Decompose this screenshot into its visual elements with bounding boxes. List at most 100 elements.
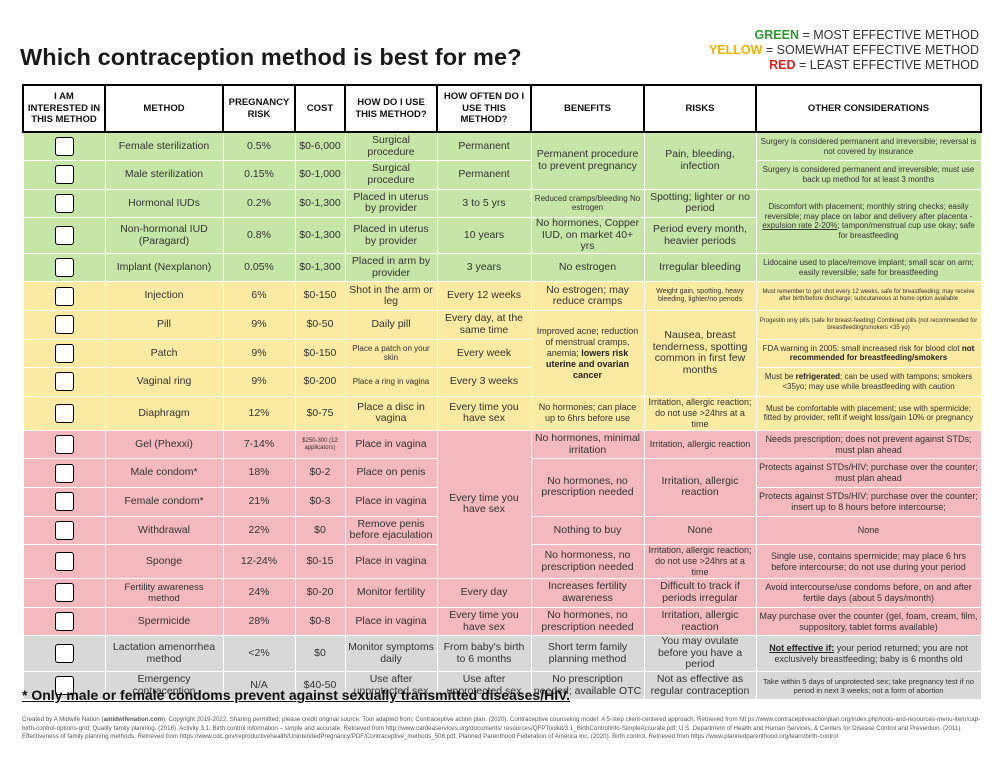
other-cell: Protects against STDs/HIV; purchase over… — [755, 458, 982, 488]
interest-checkbox-cell[interactable] — [22, 131, 106, 162]
interest-checkbox[interactable] — [54, 258, 74, 278]
interest-checkbox[interactable] — [54, 552, 74, 572]
interest-checkbox-cell[interactable] — [22, 458, 106, 488]
risks-cell: None — [643, 515, 757, 546]
header-method: Method — [104, 84, 224, 133]
interest-checkbox[interactable] — [54, 343, 74, 363]
interest-checkbox[interactable] — [54, 315, 74, 335]
other-cell: Must be comfortable with placement; use … — [755, 395, 982, 431]
interest-checkbox[interactable] — [54, 165, 74, 185]
interest-checkbox[interactable] — [54, 435, 74, 455]
interest-checkbox[interactable] — [54, 372, 74, 392]
expulsion-rate-link[interactable]: expulsion rate 2-20% — [762, 221, 838, 231]
interest-checkbox-cell[interactable] — [22, 395, 106, 431]
cost-cell: $0-1,300 — [294, 188, 346, 219]
legend-green: GREEN = MOST EFFECTIVE METHOD — [754, 28, 979, 42]
interest-checkbox[interactable] — [54, 520, 74, 540]
use-cell: Shot in the arm or leg — [344, 281, 438, 311]
other-cell: Protects against STDs/HIV; purchase over… — [755, 486, 982, 517]
interest-checkbox-cell[interactable] — [22, 486, 106, 517]
method-cell: Male sterilization — [104, 160, 224, 190]
risk-cell: 6% — [222, 281, 296, 311]
other-cell: Must be refrigerated; can be used with t… — [755, 367, 982, 397]
use-cell: Surgical procedure — [344, 131, 438, 162]
method-cell: Patch — [104, 338, 224, 369]
header-pregnancy-risk: Pregnancy risk — [222, 84, 296, 133]
other-cell: Take within 5 days of unprotected sex; t… — [755, 670, 982, 701]
cost-cell: $0-1,000 — [294, 160, 346, 190]
risk-cell: <2% — [222, 635, 296, 672]
interest-checkbox-cell[interactable] — [22, 338, 106, 369]
risk-cell: 12% — [222, 395, 296, 431]
risk-cell: 9% — [222, 309, 296, 340]
table-row: Sponge 12-24% $0-15 Place in vagina No h… — [22, 544, 982, 580]
header-how-often: How often do I use this method? — [436, 84, 532, 133]
often-cell: Every 12 weeks — [436, 281, 532, 311]
other-cell: Not effective if: your period returned; … — [755, 635, 982, 672]
header-other-considerations: Other considerations — [755, 84, 982, 133]
interest-checkbox-cell[interactable] — [22, 670, 106, 701]
interest-checkbox[interactable] — [54, 612, 74, 632]
cost-cell: $0-150 — [294, 281, 346, 311]
method-cell: Fertility awareness method — [104, 578, 224, 608]
often-cell: Every day, at the same time — [436, 309, 532, 340]
interest-checkbox[interactable] — [54, 137, 74, 157]
risk-cell: 28% — [222, 606, 296, 637]
benefits-cell: No hormones, no prescription needed — [530, 458, 645, 517]
other-cell: Single use, contains spermicide; may pla… — [755, 544, 982, 580]
method-cell: Emergency contraception — [104, 670, 224, 701]
benefits-cell: Nothing to buy — [530, 515, 645, 546]
benefits-cell: Increases fertility awareness — [530, 578, 645, 608]
table-row: Male condom* 18% $0-2 Place on penis No … — [22, 458, 982, 517]
risks-cell: Pain, bleeding, infection — [643, 131, 757, 190]
header-cost: Cost — [294, 84, 346, 133]
method-cell: Injection — [104, 281, 224, 311]
risks-cell: Irritation, allergic reaction — [643, 606, 757, 637]
interest-checkbox[interactable] — [54, 644, 74, 664]
interest-checkbox-cell[interactable] — [22, 188, 106, 219]
risk-cell: 0.15% — [222, 160, 296, 190]
interest-checkbox[interactable] — [54, 583, 74, 603]
method-cell: Pill — [104, 309, 224, 340]
interest-checkbox-cell[interactable] — [22, 309, 106, 340]
interest-checkbox-cell[interactable] — [22, 160, 106, 190]
table-row: Withdrawal 22% $0 Remove penis before ej… — [22, 515, 982, 546]
website-link[interactable]: amidwifenation.com — [103, 716, 163, 723]
benefits-cell: No hormones, no prescription needed — [530, 606, 645, 637]
interest-checkbox[interactable] — [54, 492, 74, 512]
interest-checkbox-cell[interactable] — [22, 606, 106, 637]
interest-checkbox-cell[interactable] — [22, 544, 106, 580]
use-cell: Place a disc in vagina — [344, 395, 438, 431]
header-risks: Risks — [643, 84, 757, 133]
risks-cell: Irritation, allergic reaction — [643, 458, 757, 517]
table-row: Patch 9% $0-150 Place a patch on your sk… — [22, 338, 982, 369]
risks-cell: Irritation, allergic reaction — [643, 429, 757, 460]
method-cell: Vaginal ring — [104, 367, 224, 397]
cost-cell: $0-1,300 — [294, 252, 346, 283]
cost-cell: $0-8 — [294, 606, 346, 637]
interest-checkbox-cell[interactable] — [22, 252, 106, 283]
interest-checkbox[interactable] — [54, 676, 74, 696]
interest-checkbox-cell[interactable] — [22, 578, 106, 608]
table-row: Pill 9% $0-50 Daily pill Every day, at t… — [22, 309, 982, 397]
often-cell: Every day — [436, 578, 532, 608]
cost-cell: $0-50 — [294, 309, 346, 340]
benefits-cell: No hormones; can place up to 6hrs before… — [530, 395, 645, 431]
risk-cell: 0.8% — [222, 217, 296, 254]
cost-cell: $0-20 — [294, 578, 346, 608]
interest-checkbox-cell[interactable] — [22, 635, 106, 672]
interest-checkbox[interactable] — [54, 193, 74, 213]
table-row: Female condom* 21% $0-3 Place in vagina … — [22, 486, 982, 517]
risk-cell: 9% — [222, 338, 296, 369]
interest-checkbox-cell[interactable] — [22, 217, 106, 254]
interest-checkbox[interactable] — [54, 226, 74, 246]
interest-checkbox[interactable] — [54, 403, 74, 423]
interest-checkbox-cell[interactable] — [22, 281, 106, 311]
interest-checkbox-cell[interactable] — [22, 429, 106, 460]
interest-checkbox-cell[interactable] — [22, 367, 106, 397]
interest-checkbox[interactable] — [54, 463, 74, 483]
interest-checkbox[interactable] — [54, 286, 74, 306]
other-cell: Discomfort with placement; monthly strin… — [755, 188, 982, 254]
legend-yellow: YELLOW = SOMEWHAT EFFECTIVE METHOD — [708, 43, 979, 57]
interest-checkbox-cell[interactable] — [22, 515, 106, 546]
